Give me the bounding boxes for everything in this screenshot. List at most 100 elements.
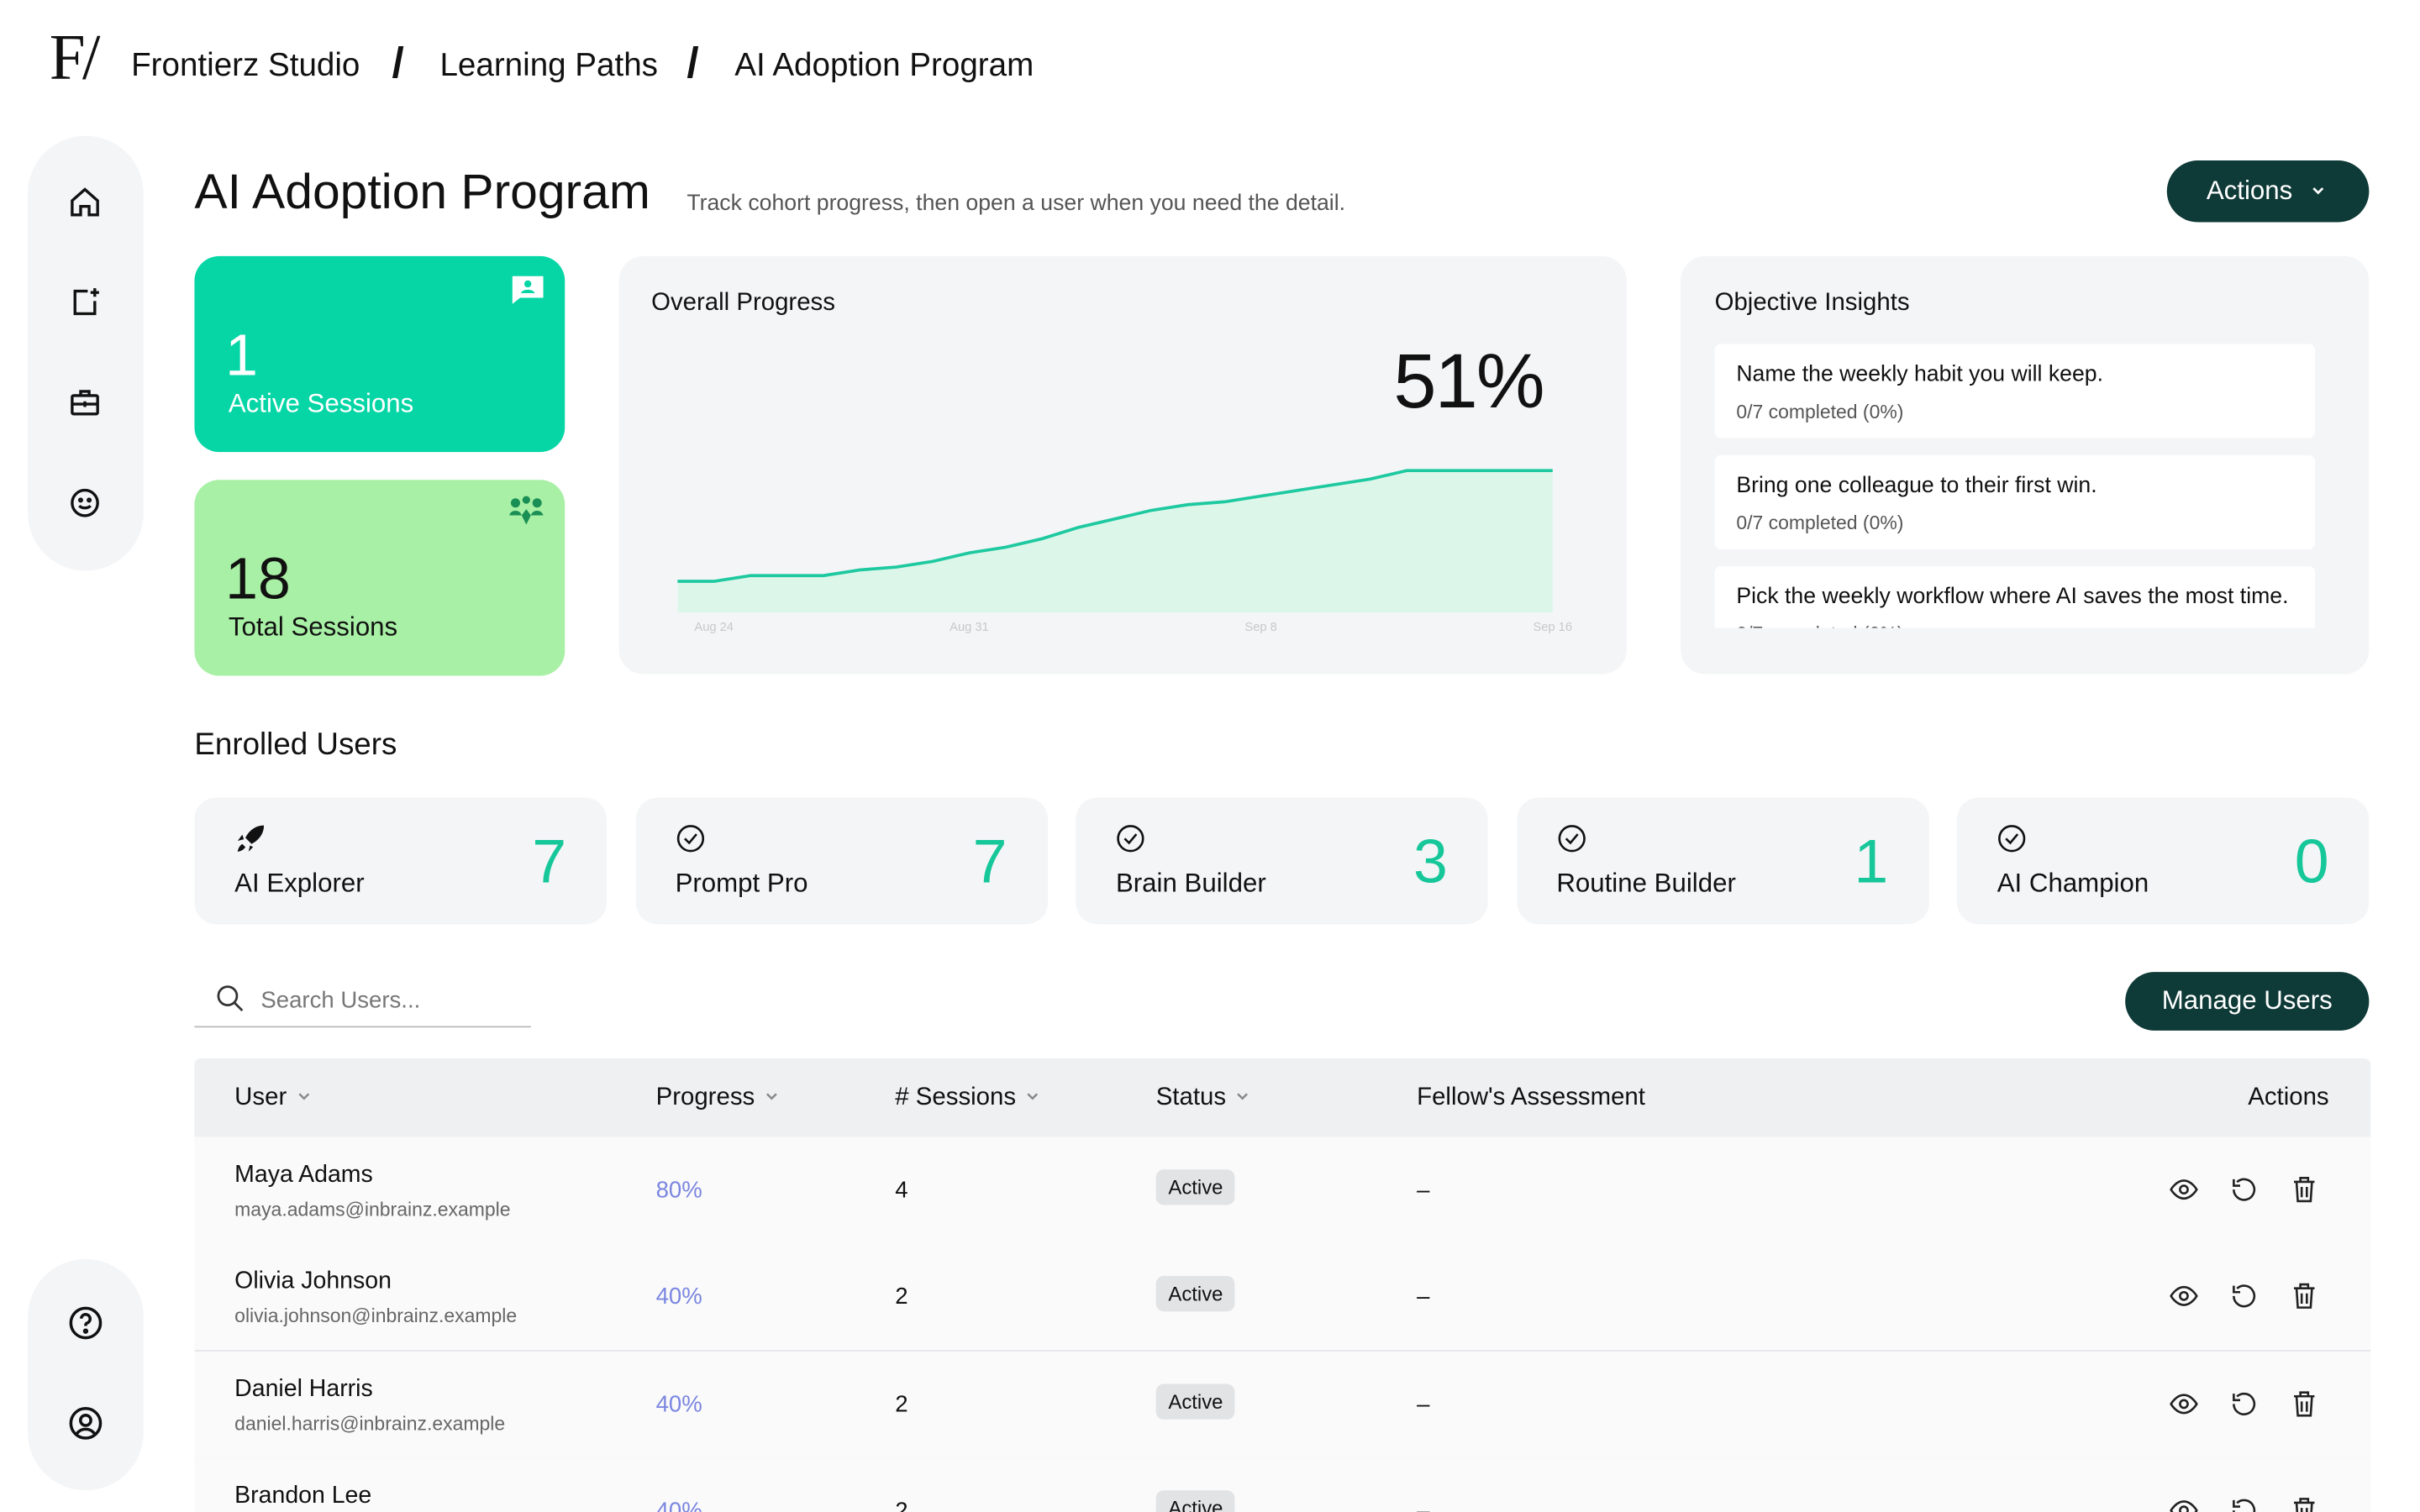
view-icon[interactable] [2169,1174,2200,1205]
assessment: – [1417,1390,1430,1418]
search-placeholder: Search Users... [260,987,421,1014]
level-name: Prompt Pro [675,869,808,898]
status-badge: Active [1155,1169,1236,1205]
actions-button[interactable]: Actions [2166,160,2370,223]
breadcrumb: AI Adoption Program [734,47,1034,84]
sidebar [28,135,144,571]
level-name: Brain Builder [1115,869,1266,898]
column-header[interactable]: Progress [656,1084,781,1112]
column-header[interactable]: Status [1156,1084,1253,1112]
area [677,470,1553,613]
breadcrumb[interactable]: Frontierz Studio [131,47,360,84]
briefcase-icon[interactable] [68,386,102,419]
delete-icon[interactable] [2289,1281,2320,1312]
logo: F/ [49,23,101,95]
column-label: Status [1155,1084,1227,1111]
table-header [194,1058,2371,1137]
user-name: Maya Adams [234,1162,373,1189]
insight-text: Name the weekly habit you will keep. [1736,362,2104,388]
delete-icon[interactable] [2289,1388,2320,1419]
button-label: Manage Users [2161,985,2333,1016]
search-box[interactable]: Search Users... [194,975,531,1028]
delete-icon[interactable] [2289,1495,2320,1512]
user-email: daniel.harris@inbrainz.example [234,1412,506,1435]
view-icon[interactable] [2169,1388,2200,1419]
manage-users-button[interactable]: Manage Users [2125,972,2370,1031]
column-header[interactable]: User [234,1084,313,1112]
user-email: maya.adams@inbrainz.example [234,1199,511,1221]
assessment: – [1417,1284,1430,1310]
table-row[interactable]: Maya Adams maya.adams@inbrainz.example 80%… [194,1137,2371,1246]
reset-icon[interactable] [2228,1174,2260,1205]
status-badge: Active [1155,1490,1236,1512]
home-icon[interactable] [68,185,102,218]
column-header[interactable]: # Sessions [895,1084,1042,1112]
breadcrumb[interactable]: Learning Paths [439,47,658,84]
column-label: Actions [2248,1084,2329,1111]
level-card: Brain Builder 3 [1076,797,1488,925]
help-icon[interactable] [68,1305,103,1341]
reset-icon[interactable] [2228,1495,2260,1512]
view-icon[interactable] [2169,1495,2200,1512]
progress: 40% [655,1284,702,1310]
level-count: 0 [2294,828,2329,897]
level-card: Routine Builder 1 [1516,797,1928,925]
smile-icon[interactable] [68,486,102,520]
panel-title: Overall Progress [651,290,835,317]
separator: / [392,38,404,87]
profile-icon[interactable] [68,1405,103,1441]
sort-chevron [766,1093,777,1100]
table-row[interactable]: Olivia Johnson olivia.johnson@inbrainz.ex… [194,1243,2371,1352]
user-email: olivia.johnson@inbrainz.example [234,1305,518,1328]
separator: / [687,38,699,87]
sort-chevron [1027,1093,1039,1100]
assessment: – [1417,1498,1430,1512]
user-name: Olivia Johnson [234,1268,392,1295]
status-badge: Active [1155,1276,1236,1312]
insight-item: Pick the weekly workflow where AI saves … [1714,566,2316,628]
insight-progress: 0/7 completed (0%) [1736,401,1904,423]
insight-text: Pick the weekly workflow where AI saves … [1736,585,2289,610]
insight-text: Bring one colleague to their first win. [1736,473,2097,499]
level-name: Routine Builder [1556,869,1736,898]
check-icon [676,825,704,853]
insight-item: Name the weekly habit you will keep. 0/7 … [1714,344,2316,438]
reset-icon[interactable] [2228,1281,2260,1312]
column-header: Fellow's Assessment [1417,1084,1645,1112]
status-badge: Active [1155,1383,1236,1420]
x-tick-label: Aug 24 [694,621,734,634]
sidebar-bottom [28,1258,144,1491]
check-icon [1117,825,1144,853]
sessions: 4 [895,1177,908,1204]
delete-icon[interactable] [2289,1174,2320,1205]
chevron [2312,187,2324,195]
row-actions [2169,1174,2320,1205]
table-row[interactable]: Daniel Harris daniel.harris@inbrainz.exam… [194,1351,2371,1459]
new-icon[interactable] [68,286,102,319]
reset-icon[interactable] [2228,1388,2260,1419]
view-icon[interactable] [2169,1281,2200,1312]
column-label: Fellow's Assessment [1417,1084,1645,1111]
sessions: 2 [895,1498,908,1512]
section-title: Enrolled Users [194,727,397,763]
stat-label: Total Sessions [228,612,398,643]
user-name: Brandon Lee [234,1482,372,1509]
assessment: – [1417,1177,1430,1204]
sort-chevron [298,1093,309,1100]
x-tick-label: Sep 8 [1244,621,1276,634]
table-row[interactable]: Brandon Lee 40% 2 Active – [194,1457,2371,1512]
total-sessions-card: 18 Total Sessions [194,480,566,676]
level-card: AI Champion 0 [1956,797,2370,925]
level-count: 7 [532,828,567,897]
insight-progress: 0/7 completed (0%) [1736,512,1904,534]
column-label: User [234,1084,287,1111]
check-icon [1998,825,2026,853]
level-name: AI Explorer [234,869,365,898]
row-actions [2169,1281,2320,1312]
active-sessions-card: 1 Active Sessions [194,255,566,453]
row-actions [2169,1495,2320,1512]
x-tick-label: Aug 31 [950,621,989,634]
level-count: 1 [1854,828,1889,897]
page-title: AI Adoption Program [194,163,650,219]
